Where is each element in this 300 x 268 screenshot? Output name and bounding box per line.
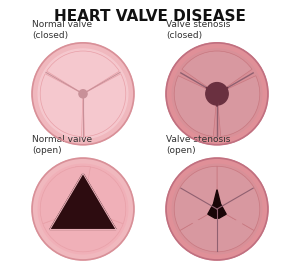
Polygon shape [50,173,116,229]
Circle shape [206,83,228,105]
Circle shape [172,164,262,254]
Wedge shape [182,51,252,94]
Circle shape [38,49,128,139]
Circle shape [166,43,268,145]
Circle shape [32,43,134,145]
Wedge shape [217,166,260,230]
Wedge shape [217,76,260,136]
Text: Normal valve
(open): Normal valve (open) [32,135,92,155]
Text: Valve stenosis
(closed): Valve stenosis (closed) [166,20,230,40]
Wedge shape [83,74,126,137]
Polygon shape [190,216,244,238]
Polygon shape [208,190,226,218]
Circle shape [38,164,128,254]
Circle shape [32,158,134,260]
Circle shape [166,158,268,260]
Wedge shape [40,166,90,224]
Wedge shape [47,51,119,94]
Wedge shape [174,166,217,230]
Polygon shape [206,87,228,106]
Wedge shape [174,76,217,136]
Text: HEART VALVE DISEASE: HEART VALVE DISEASE [54,9,246,24]
Wedge shape [40,74,83,137]
Text: Normal valve
(closed): Normal valve (closed) [32,20,92,40]
Wedge shape [76,166,126,224]
Circle shape [79,90,87,98]
Wedge shape [180,209,254,252]
Circle shape [172,49,262,139]
Text: Valve stenosis
(open): Valve stenosis (open) [166,135,230,155]
Wedge shape [43,209,123,252]
